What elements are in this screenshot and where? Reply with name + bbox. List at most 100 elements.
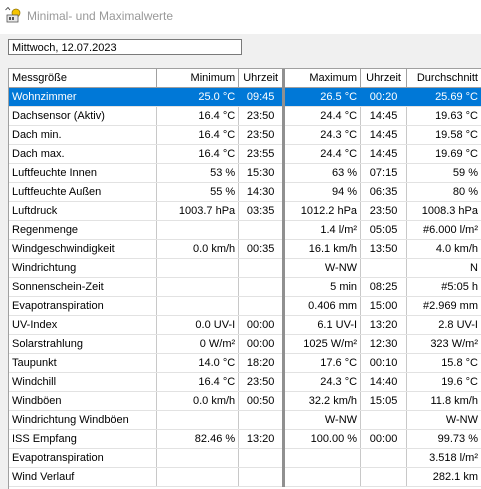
cell-name: Dach min. — [9, 125, 158, 145]
table-row[interactable]: Taupunkt 14.0 °C 18:20 17.6 °C 00:10 15.8 °C — [9, 353, 481, 373]
cell-name: Wohnzimmer — [9, 87, 158, 107]
cell-average: 323 W/m² — [406, 334, 481, 354]
cell-average: 99.73 % — [406, 429, 481, 449]
table-row[interactable]: ISS Empfang 82.46 % 13:20 100.00 % 00:00 99.7… — [9, 429, 481, 449]
cell-min-time: 00:50 — [238, 391, 286, 411]
table-row[interactable]: Wind Verlauf 282.1 km — [9, 467, 481, 487]
cell-name: Evapotranspiration — [9, 296, 158, 316]
cell-minimum: 0 W/m² — [156, 334, 240, 354]
cell-minimum — [156, 220, 240, 240]
table-row[interactable]: Evapotranspiration 0.406 mm 15:00 #2.969 mm — [9, 296, 481, 316]
cell-min-time: 23:50 — [238, 106, 286, 126]
cell-minimum: 16.4 °C — [156, 372, 240, 392]
table-row[interactable]: Luftfeuchte Außen 55 % 14:30 94 % 06:35 80 % — [9, 182, 481, 202]
table-row[interactable]: Dachsensor (Aktiv) 16.4 °C 23:50 24.4 °C 14:… — [9, 106, 481, 126]
table-row[interactable]: Windchill 16.4 °C 23:50 24.3 °C 14:40 19.6 °C — [9, 372, 481, 392]
cell-minimum: 0.0 km/h — [156, 391, 240, 411]
cell-max-time: 12:30 — [360, 334, 408, 354]
cell-min-time: 03:35 — [238, 201, 286, 221]
cell-min-time — [238, 258, 286, 278]
cell-maximum: 5 min — [283, 277, 362, 297]
table-row[interactable]: UV-Index 0.0 UV-I 00:00 6.1 UV-I 13:20 2.8 UV… — [9, 315, 481, 335]
cell-maximum: 1.4 l/m² — [283, 220, 362, 240]
cell-max-time: 15:05 — [360, 391, 408, 411]
cell-name: Windrichtung — [9, 258, 158, 278]
cell-maximum: 63 % — [283, 163, 362, 183]
cell-max-time: 14:45 — [360, 106, 408, 126]
cell-name: Windböen — [9, 391, 158, 411]
cell-min-time: 18:20 — [238, 353, 286, 373]
cell-average: 4.0 km/h — [406, 239, 481, 259]
cell-max-time: 08:25 — [360, 277, 408, 297]
cell-min-time: 23:50 — [238, 372, 286, 392]
cell-name: Luftfeuchte Innen — [9, 163, 158, 183]
table-row[interactable]: Solarstrahlung 0 W/m² 00:00 1025 W/m² 12:30 3… — [9, 334, 481, 354]
cell-name: Luftdruck — [9, 201, 158, 221]
col-header-messgroesse[interactable]: Messgröße — [9, 69, 158, 88]
cell-max-time: 00:20 — [360, 87, 408, 107]
cell-average: 19.6 °C — [406, 372, 481, 392]
cell-maximum: 24.3 °C — [283, 372, 362, 392]
title-bar: Minimal- und Maximalwerte — [0, 0, 481, 34]
cell-min-time: 09:45 — [238, 87, 286, 107]
cell-average: 19.69 °C — [406, 144, 481, 164]
cell-name: Dach max. — [9, 144, 158, 164]
table-row[interactable]: Luftdruck 1003.7 hPa 03:35 1012.2 hPa 23:50 1… — [9, 201, 481, 221]
table-row[interactable]: Dach min. 16.4 °C 23:50 24.3 °C 14:45 19.58 °… — [9, 125, 481, 145]
cell-max-time: 06:35 — [360, 182, 408, 202]
col-header-minimum[interactable]: Minimum — [156, 69, 240, 88]
cell-name: UV-Index — [9, 315, 158, 335]
cell-minimum — [156, 467, 240, 487]
cell-min-time: 00:00 — [238, 315, 286, 335]
col-header-maximum[interactable]: Maximum — [283, 69, 362, 88]
values-table: Messgröße Minimum Uhrzeit Maximum Uhrzei… — [9, 69, 481, 487]
values-grid[interactable]: Messgröße Minimum Uhrzeit Maximum Uhrzei… — [8, 68, 481, 489]
cell-name: Windgeschwindigkeit — [9, 239, 158, 259]
cell-name: Dachsensor (Aktiv) — [9, 106, 158, 126]
table-row[interactable]: Regenmenge 1.4 l/m² 05:05 #6.000 l/m² — [9, 220, 481, 240]
table-row[interactable]: Dach max. 16.4 °C 23:55 24.4 °C 14:45 19.69 °… — [9, 144, 481, 164]
cell-max-time: 13:50 — [360, 239, 408, 259]
cell-minimum — [156, 277, 240, 297]
table-row[interactable]: Windrichtung W-NW N — [9, 258, 481, 278]
table-row[interactable]: Sonnenschein-Zeit 5 min 08:25 #5:05 h — [9, 277, 481, 297]
cell-max-time: 05:05 — [360, 220, 408, 240]
cell-name: Solarstrahlung — [9, 334, 158, 354]
cell-min-time — [238, 467, 286, 487]
cell-minimum: 82.46 % — [156, 429, 240, 449]
cell-min-time: 15:30 — [238, 163, 286, 183]
cell-min-time — [238, 448, 286, 468]
cell-average: 59 % — [406, 163, 481, 183]
cell-max-time: 00:00 — [360, 429, 408, 449]
table-row[interactable]: Luftfeuchte Innen 53 % 15:30 63 % 07:15 59 % — [9, 163, 481, 183]
col-header-min-uhrzeit[interactable]: Uhrzeit — [238, 69, 286, 88]
cell-min-time: 00:35 — [238, 239, 286, 259]
cell-min-time: 23:50 — [238, 125, 286, 145]
sun-cloud-icon — [5, 7, 21, 23]
date-field[interactable]: Mittwoch, 12.07.2023 — [8, 39, 242, 55]
col-header-durchschnitt[interactable]: Durchschnitt — [406, 69, 481, 88]
table-row[interactable]: Wohnzimmer 25.0 °C 09:45 26.5 °C 00:20 25.69 … — [9, 87, 481, 107]
cell-min-time: 00:00 — [238, 334, 286, 354]
cell-minimum — [156, 258, 240, 278]
cell-minimum — [156, 296, 240, 316]
cell-max-time: 00:10 — [360, 353, 408, 373]
cell-max-time — [360, 467, 408, 487]
cell-average: #2.969 mm — [406, 296, 481, 316]
cell-min-time — [238, 277, 286, 297]
col-header-max-uhrzeit[interactable]: Uhrzeit — [360, 69, 408, 88]
cell-maximum: 17.6 °C — [283, 353, 362, 373]
cell-name: Windrichtung Windböen — [9, 410, 158, 430]
cell-min-time: 23:55 — [238, 144, 286, 164]
cell-name: Wind Verlauf — [9, 467, 158, 487]
table-row[interactable]: Windgeschwindigkeit 0.0 km/h 00:35 16.1 km/… — [9, 239, 481, 259]
cell-minimum: 0.0 km/h — [156, 239, 240, 259]
table-row[interactable]: Windböen 0.0 km/h 00:50 32.2 km/h 15:05 11.8 … — [9, 391, 481, 411]
cell-average: 11.8 km/h — [406, 391, 481, 411]
header-row: Messgröße Minimum Uhrzeit Maximum Uhrzei… — [9, 69, 481, 88]
table-row[interactable]: Windrichtung Windböen W-NW W-NW — [9, 410, 481, 430]
cell-maximum — [283, 448, 362, 468]
cell-maximum: W-NW — [283, 410, 362, 430]
table-row[interactable]: Evapotranspiration 3.518 l/m² — [9, 448, 481, 468]
cell-maximum: 16.1 km/h — [283, 239, 362, 259]
